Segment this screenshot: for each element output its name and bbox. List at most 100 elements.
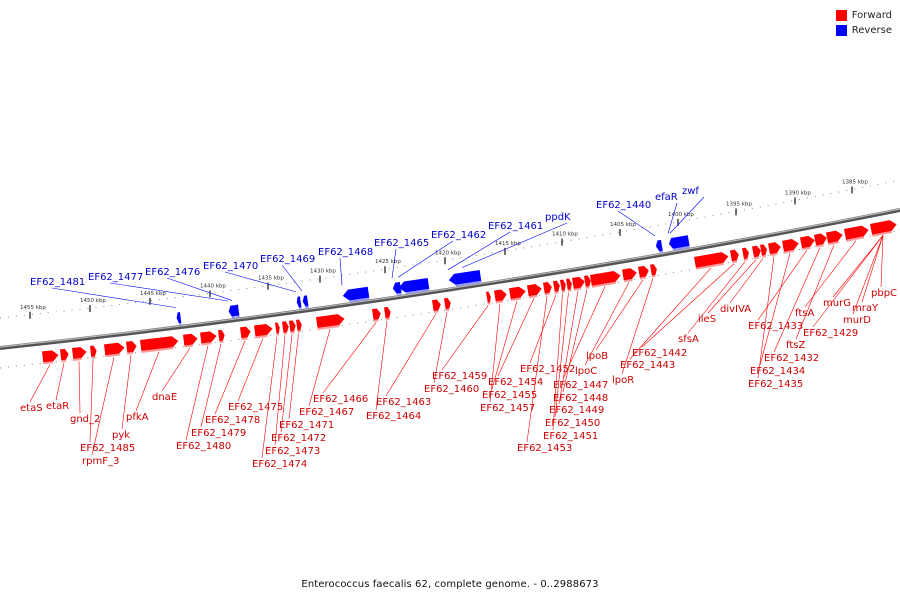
forward-gene-arrow	[289, 320, 296, 334]
forward-gene-arrow	[826, 230, 843, 246]
forward-gene-label: lpoC	[575, 366, 597, 377]
forward-gene-leader	[552, 293, 563, 431]
reverse-gene-leader	[617, 210, 656, 237]
forward-gene-leader	[707, 259, 757, 314]
forward-gene-label: EF62_1471	[279, 420, 334, 431]
forward-gene-leader	[554, 292, 569, 418]
reverse-gene-arrow	[670, 235, 690, 251]
forward-gene-leader	[29, 364, 51, 403]
forward-gene-arrow	[200, 331, 217, 346]
reverse-gene-leader	[667, 202, 678, 234]
forward-gene-leader	[526, 296, 548, 443]
forward-gene-arrow	[486, 291, 491, 305]
forward-gene-arrow	[494, 289, 507, 304]
forward-gene-leader	[584, 282, 630, 366]
forward-gene-label: murG	[823, 298, 851, 309]
scale-tick-label: 1455 kbp	[20, 305, 46, 311]
forward-gene-label: EF62_1479	[191, 428, 246, 439]
forward-gene-leader	[558, 290, 579, 405]
forward-gene-leader	[261, 336, 278, 459]
forward-gene-label: pfkA	[126, 412, 149, 423]
forward-gene-label: EF62_1453	[517, 443, 572, 454]
forward-gene-leader	[812, 235, 884, 328]
reverse-gene-label: efaR	[655, 192, 678, 203]
forward-gene-arrow	[622, 268, 637, 283]
forward-gene-leader	[89, 359, 94, 443]
forward-gene-arrow	[126, 341, 137, 355]
forward-gene-leader	[274, 335, 286, 446]
scale-tick-label: 1415 kbp	[495, 241, 521, 247]
forward-gene-arrow	[527, 284, 542, 299]
forward-gene-leader	[759, 253, 791, 366]
forward-gene-arrow	[768, 242, 781, 257]
reverse-gene-leader	[447, 231, 511, 271]
reverse-gene-leader	[669, 196, 705, 234]
reverse-gene-arrow	[398, 277, 430, 295]
reverse-gene-leader	[281, 264, 303, 292]
forward-gene-arrow	[90, 345, 97, 359]
legend: Forward Reverse	[835, 8, 892, 38]
legend-item-forward: Forward	[835, 8, 892, 23]
forward-gene-leader	[832, 235, 884, 298]
reverse-gene-arrow	[655, 239, 664, 254]
forward-gene-arrow	[584, 275, 591, 289]
forward-gene-arrow	[870, 220, 897, 237]
reverse-gene-arrow	[232, 304, 240, 319]
forward-gene-label: EF62_1485	[80, 443, 135, 454]
reverse-gene-leader	[397, 240, 454, 278]
reverse-gene-label: EF62_1477	[88, 272, 143, 283]
forward-gene-label: lpoR	[612, 375, 634, 386]
forward-gene-label: EF62_1442	[632, 348, 687, 359]
scale-ticks: 1455 kbp 1450 kbp 1445 kbp 1440 kbp 1435 kbp…	[20, 179, 868, 319]
forward-gene-leader	[121, 355, 132, 430]
forward-gene-arrow	[742, 247, 749, 262]
forward-gene-leader	[757, 249, 808, 321]
reverse-gene-label: EF62_1462	[431, 230, 486, 241]
forward-gene-label: EF62_1454	[488, 377, 543, 388]
scale-tick-label: 1395 kbp	[726, 201, 752, 207]
forward-gene-arrow	[752, 245, 761, 260]
forward-gene-leader	[880, 235, 884, 288]
reverse-gene-leader	[51, 287, 177, 308]
forward-gene-label: EF62_1455	[482, 390, 537, 401]
forward-gene-label: EF62_1457	[480, 403, 535, 414]
reverse-gene-arrow	[296, 296, 302, 310]
forward-gene-label: EF62_1480	[176, 441, 231, 452]
forward-gene-arrow	[42, 350, 59, 365]
forward-gene-label: gnd_2	[70, 414, 100, 425]
forward-gene-leader	[529, 294, 557, 364]
forward-gene-label: rpmF_3	[82, 456, 119, 467]
genome-backbone	[0, 179, 900, 369]
forward-gene-leader	[562, 289, 588, 393]
forward-gene-label: EF62_1463	[376, 397, 431, 408]
reverse-gene-leader	[166, 277, 233, 301]
forward-gene-leader	[491, 300, 518, 390]
forward-gene-arrow	[60, 348, 69, 363]
forward-gene-label: ileS	[698, 314, 716, 325]
forward-gene-leader	[497, 298, 535, 377]
forward-gene-arrow	[104, 342, 125, 358]
reverse-gene-label: EF62_1469	[260, 254, 315, 265]
forward-gene-label: EF62_1464	[366, 411, 421, 422]
forward-gene-arrow	[296, 319, 302, 333]
forward-gene-leader	[562, 286, 606, 380]
forward-gene-label: EF62_1448	[553, 393, 608, 404]
forward-gene-leader	[804, 240, 857, 308]
reverse-gene-label: EF62_1465	[374, 238, 429, 249]
forward-gene-label: EF62_1478	[205, 415, 260, 426]
reverse-swatch	[835, 25, 847, 36]
forward-gene-arrow	[140, 336, 179, 353]
forward-swatch	[835, 10, 847, 21]
forward-gene-label: EF62_1434	[750, 366, 805, 377]
scale-tick-label: 1390 kbp	[785, 190, 811, 196]
forward-gene-arrow	[254, 323, 273, 339]
forward-gene-label: sfsA	[678, 334, 699, 345]
forward-gene-label: pbpC	[871, 288, 897, 299]
forward-gene-label: EF62_1432	[764, 353, 819, 364]
scale-tick-label: 1405 kbp	[610, 222, 636, 228]
forward-gene-arrow	[543, 282, 552, 296]
forward-gene-arrow	[509, 286, 526, 302]
forward-gene-leader	[861, 235, 884, 303]
forward-gene-leader	[629, 267, 712, 360]
